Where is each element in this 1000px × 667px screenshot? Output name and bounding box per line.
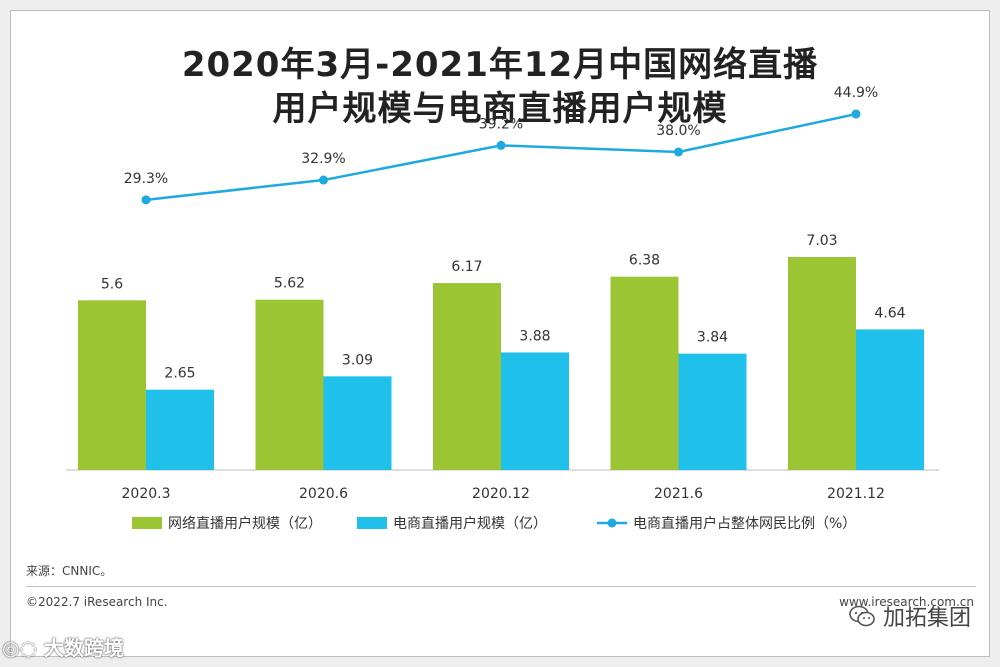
watermark-right-text: 加拓集团 <box>882 606 971 631</box>
bar-ecommerce-2020.12 <box>501 352 569 470</box>
x-tick-label-2020.12: 2020.12 <box>472 486 530 502</box>
ratio-label-2021.12: 44.9% <box>834 85 878 101</box>
chart-canvas: 5.6 2.65 2020.3 5.62 3.09 2020.6 6.17 3.88 2020.… <box>66 85 939 532</box>
x-tick-label-2021.6: 2021.6 <box>654 486 703 502</box>
bar-live-2020.6 <box>255 299 324 470</box>
bar-label-live-2020.3: 5.6 <box>101 276 123 292</box>
ratio-label-2020.12: 39.2% <box>479 116 523 132</box>
ratio-point-2020.12 <box>496 140 506 150</box>
ratio-label-2020.6: 32.9% <box>301 151 345 167</box>
ratio-label-2020.3: 29.3% <box>124 171 168 187</box>
ratio-point-2020.3 <box>141 195 151 205</box>
chart-title-line1: 2020年3月-2021年12月中国网络直播 <box>181 45 819 85</box>
chart-title-line2: 用户规模与电商直播用户规模 <box>272 89 728 129</box>
bar-label-ecommerce-2020.6: 3.09 <box>342 352 373 368</box>
ratio-point-2020.6 <box>319 175 328 185</box>
source-note: 来源：CNNIC。 <box>26 564 113 578</box>
copyright: ©2022.7 iResearch Inc. <box>26 595 168 609</box>
legend-swatch-1 <box>357 517 387 529</box>
bar-ecommerce-2021.12 <box>856 329 924 470</box>
bar-ecommerce-2020.6 <box>323 376 392 470</box>
legend-marker-2 <box>607 518 617 528</box>
watermark-left-text: 大数跨境 <box>43 636 124 660</box>
bar-live-2020.12 <box>433 283 501 470</box>
bar-label-ecommerce-2021.6: 3.84 <box>697 330 728 346</box>
bar-live-2021.12 <box>788 256 856 470</box>
bar-label-live-2021.12: 7.03 <box>806 233 837 249</box>
bar-label-ecommerce-2020.3: 2.65 <box>164 366 195 382</box>
bar-label-ecommerce-2021.12: 4.64 <box>874 305 905 321</box>
chart-frame: 2020年3月-2021年12月中国网络直播 用户规模与电商直播用户规模 5.6… <box>10 10 990 657</box>
bar-ecommerce-2020.3 <box>146 389 214 470</box>
wechat-icon <box>849 605 875 627</box>
legend-label-1: 电商直播用户规模（亿） <box>393 515 547 532</box>
bar-ecommerce-2021.6 <box>678 353 747 470</box>
watermark-right: 加拓集团 <box>849 600 971 632</box>
bar-label-live-2021.6: 6.38 <box>629 253 660 269</box>
x-tick-label-2021.12: 2021.12 <box>827 486 885 502</box>
watermark-left-logo-icon: ◎◌ <box>2 636 37 660</box>
legend-label-0: 网络直播用户规模（亿） <box>168 515 322 532</box>
legend-swatch-0 <box>132 517 162 529</box>
watermark-left: ◎◌ 大数跨境 <box>2 632 124 661</box>
bar-label-ecommerce-2020.12: 3.88 <box>519 328 550 344</box>
bar-live-2020.3 <box>78 300 146 470</box>
x-tick-label-2020.3: 2020.3 <box>122 486 171 502</box>
bar-live-2021.6 <box>610 276 679 470</box>
legend-label-2: 电商直播用户占整体网民比例（%） <box>633 515 856 532</box>
footer-divider <box>26 586 976 587</box>
bar-label-live-2020.6: 5.62 <box>274 276 305 292</box>
ratio-point-2021.6 <box>674 147 683 157</box>
bar-label-live-2020.12: 6.17 <box>451 259 482 275</box>
ratio-point-2021.12 <box>851 109 861 119</box>
website: www.iresearch.com.cn <box>839 595 974 609</box>
ratio-label-2021.6: 38.0% <box>656 123 700 139</box>
x-tick-label-2020.6: 2020.6 <box>299 486 348 502</box>
